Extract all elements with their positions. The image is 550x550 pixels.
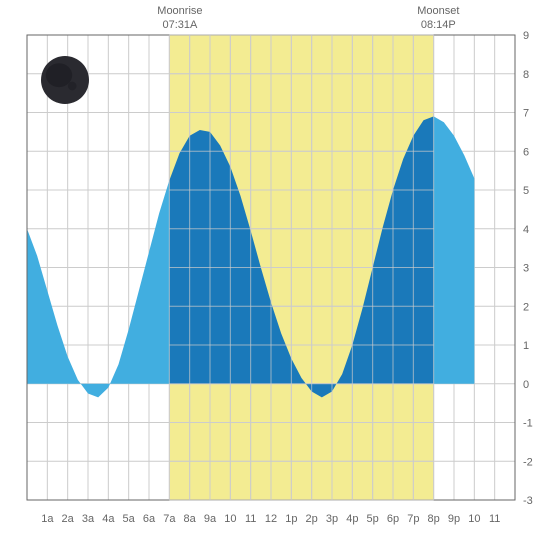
- x-tick-label: 4a: [102, 513, 115, 525]
- x-tick-label: 7a: [163, 513, 176, 525]
- x-tick-label: 1p: [285, 513, 297, 525]
- y-tick-label: -1: [523, 418, 533, 430]
- y-tick-label: 5: [523, 185, 529, 197]
- y-tick-label: 8: [523, 69, 529, 81]
- x-tick-label: 11: [489, 513, 500, 525]
- x-tick-label: 6p: [387, 513, 399, 525]
- x-tick-label: 11: [245, 513, 256, 525]
- x-tick-label: 8p: [428, 513, 440, 525]
- y-tick-label: -2: [523, 456, 533, 468]
- x-tick-label: 9p: [448, 513, 460, 525]
- y-tick-label: 0: [523, 379, 529, 391]
- x-tick-label: 6a: [143, 513, 156, 525]
- y-tick-label: 6: [523, 146, 529, 158]
- y-tick-label: 4: [523, 224, 529, 236]
- x-tick-label: 1a: [41, 513, 54, 525]
- tide-area-post: [434, 116, 475, 383]
- y-tick-label: -3: [523, 495, 533, 507]
- x-tick-label: 7p: [407, 513, 419, 525]
- tide-chart: -3-2-101234567891a2a3a4a5a6a7a8a9a101112…: [0, 0, 550, 550]
- moon-icon: [41, 56, 89, 104]
- y-tick-label: 9: [523, 30, 529, 42]
- x-tick-label: 10: [468, 513, 480, 525]
- moon-event-time: 08:14P: [421, 19, 456, 31]
- moon-event-label: Moonrise: [157, 5, 202, 17]
- x-tick-label: 9a: [204, 513, 217, 525]
- x-tick-label: 2a: [62, 513, 75, 525]
- x-tick-label: 12: [265, 513, 277, 525]
- x-tick-label: 2p: [306, 513, 318, 525]
- moon-event-label: Moonset: [417, 5, 459, 17]
- x-tick-label: 5a: [123, 513, 136, 525]
- x-tick-label: 5p: [367, 513, 379, 525]
- y-tick-label: 1: [523, 340, 529, 352]
- moon-event-time: 07:31A: [162, 19, 198, 31]
- y-tick-label: 2: [523, 301, 529, 313]
- x-tick-label: 3a: [82, 513, 95, 525]
- x-tick-label: 3p: [326, 513, 338, 525]
- x-tick-label: 8a: [184, 513, 197, 525]
- chart-svg: -3-2-101234567891a2a3a4a5a6a7a8a9a101112…: [0, 0, 550, 550]
- y-tick-label: 7: [523, 108, 529, 120]
- y-tick-label: 3: [523, 263, 529, 275]
- x-tick-label: 4p: [346, 513, 358, 525]
- x-tick-label: 10: [224, 513, 236, 525]
- tide-area-pre: [27, 180, 169, 397]
